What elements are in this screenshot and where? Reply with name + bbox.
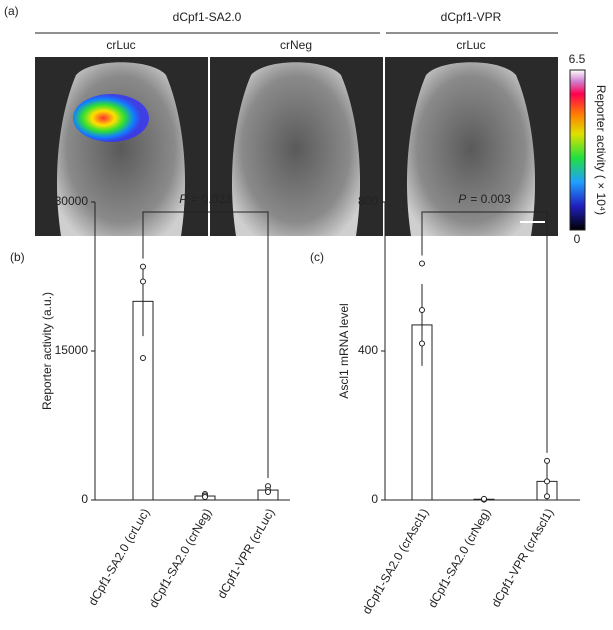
data-point (419, 340, 425, 347)
images (35, 57, 558, 236)
data-point (419, 260, 425, 267)
group-label: dCpf1-SA2.0 (173, 10, 242, 24)
image-label: crLuc (106, 38, 135, 52)
mouse (406, 62, 536, 236)
x-tick-label: dCpf1-SA2.0 (crNeg) (146, 506, 214, 610)
x-tick-label: dCpf1-SA2.0 (crAscl1) (360, 506, 432, 616)
data-point (544, 478, 550, 485)
x-tick-label: dCpf1-SA2.0 (crNeg) (425, 506, 493, 610)
image-label: crLuc (456, 38, 485, 52)
colorbar-label: Reporter activity ( × 10⁴) (594, 85, 608, 215)
data-point (481, 495, 487, 502)
data-point (202, 494, 208, 501)
x-tick-label: dCpf1-VPR (crAscl1) (489, 506, 557, 609)
annotation-symbol: P (179, 192, 187, 206)
data-point (544, 493, 550, 500)
group-label: dCpf1-VPR (441, 10, 502, 24)
y-tick-label: 0 (371, 492, 378, 506)
colorbar (569, 69, 586, 231)
panel-label: (c) (310, 250, 324, 264)
y-tick-label: 400 (358, 343, 378, 357)
x-tick-label: dCpf1-SA2.0 (crLuc) (86, 506, 153, 608)
y-axis-label: Reporter activity (a.u.) (40, 292, 54, 410)
y-tick-label: 30000 (55, 194, 89, 208)
data-point (140, 354, 146, 361)
panel-label: (b) (10, 250, 25, 264)
colorbar-max: 6.5 (569, 52, 586, 66)
data-point (265, 489, 271, 496)
mouse (56, 62, 186, 236)
data-point (419, 307, 425, 314)
annotation-text: = 0.003 (470, 192, 511, 206)
significance-bracket (142, 211, 269, 479)
panel-label: (a) (4, 4, 19, 18)
y-tick-label: 0 (81, 492, 88, 506)
mouse (231, 62, 361, 236)
annotation: P = 0.003 (458, 192, 511, 206)
data-point (140, 263, 146, 270)
image-label: crNeg (280, 38, 312, 52)
y-axis-label: Ascl1 mRNA level (337, 303, 351, 398)
x-tick-label: dCpf1-VPR (crLuc) (215, 506, 278, 601)
colorbar-min: 0 (574, 232, 581, 246)
significance-bracket (421, 211, 548, 453)
data-point (544, 457, 550, 464)
y-tick-label: 15000 (55, 343, 89, 357)
data-point (140, 278, 146, 285)
y-tick-label: 800 (358, 194, 378, 208)
annotation-text: = 0.023 (191, 192, 232, 206)
annotation: P = 0.023 (179, 192, 232, 206)
heat-signal (73, 94, 149, 142)
annotation-symbol: P (458, 192, 466, 206)
